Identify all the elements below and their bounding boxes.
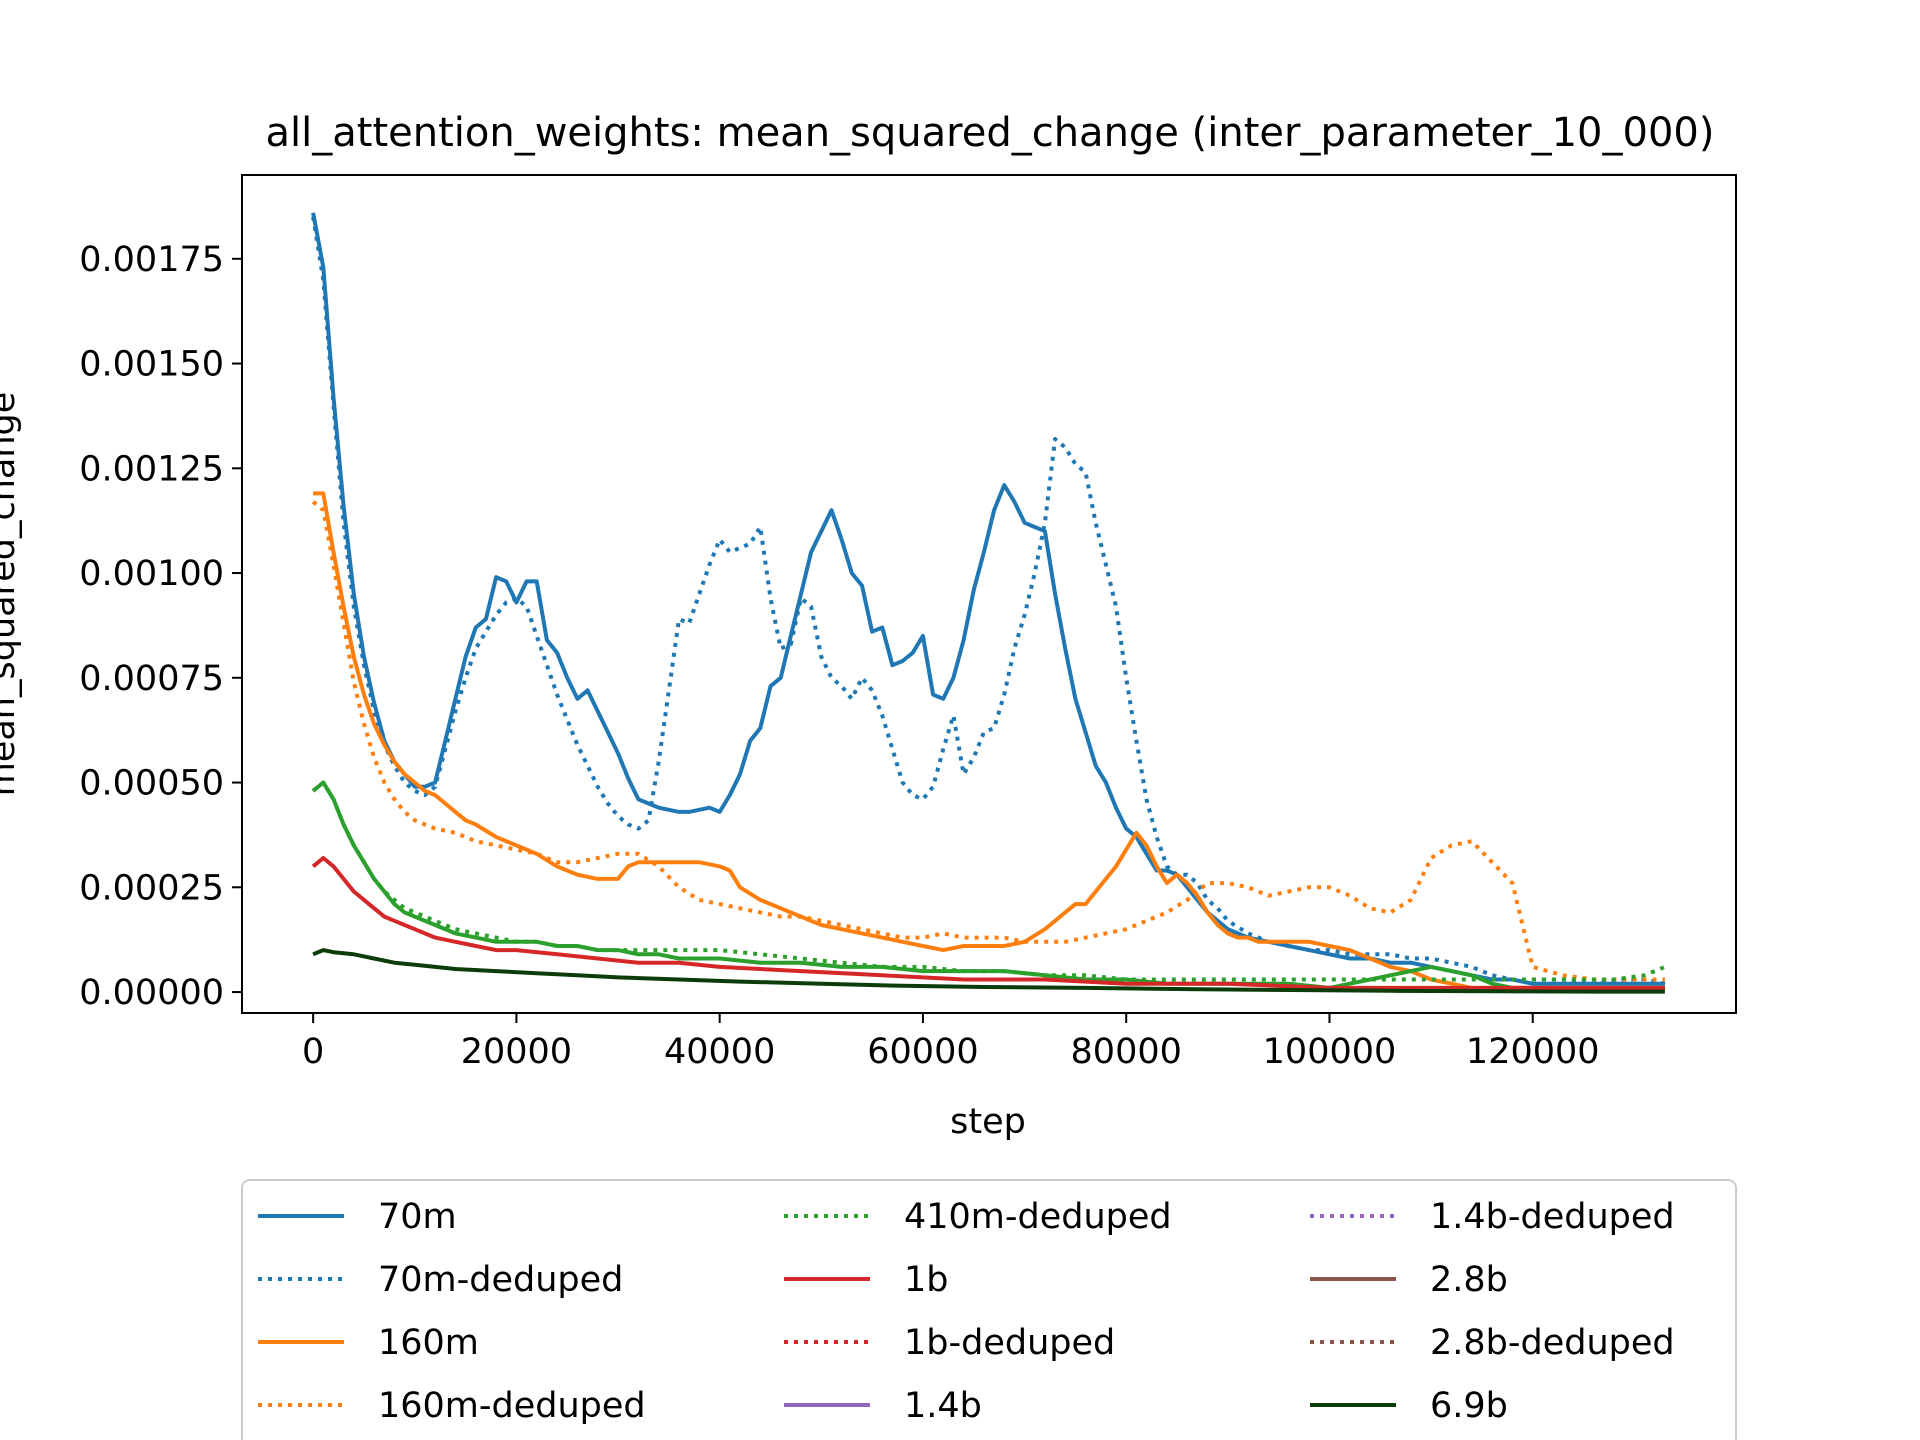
x-tick-label: 80000 xyxy=(1071,1032,1182,1072)
series-line-160m xyxy=(313,491,1665,990)
legend-label-2.8b-deduped: 2.8b-deduped xyxy=(1430,1323,1675,1363)
plot-area xyxy=(311,212,1666,994)
series-line-160m-deduped xyxy=(311,500,1665,982)
y-tick-label: 0.00100 xyxy=(79,554,224,594)
series-line-70m-deduped xyxy=(311,216,1666,986)
x-tick-label: 120000 xyxy=(1466,1032,1600,1072)
y-tick-label: 0.00125 xyxy=(79,449,224,489)
series-line-6.9b xyxy=(312,948,1665,994)
y-tick-label: 0.00025 xyxy=(79,868,224,908)
legend-label-1.4b-deduped: 1.4b-deduped xyxy=(1430,1197,1675,1237)
legend-label-1b-deduped: 1b-deduped xyxy=(904,1323,1115,1363)
chart-title: all_attention_weights: mean_squared_chan… xyxy=(266,110,1715,156)
x-tick-label: 60000 xyxy=(867,1032,978,1072)
legend-label-1.4b: 1.4b xyxy=(904,1386,982,1426)
x-tick-label: 40000 xyxy=(664,1032,775,1072)
series-line-410m-deduped xyxy=(311,780,1666,982)
y-tick-label: 0.00075 xyxy=(79,659,224,699)
y-tick-label: 0.00175 xyxy=(79,240,224,280)
legend-label-410m-deduped: 410m-deduped xyxy=(904,1197,1172,1237)
x-tick-label: 100000 xyxy=(1263,1032,1397,1072)
legend: 70m 70m-deduped 160m 160m-deduped 410m-dedup… xyxy=(241,1179,1737,1440)
y-tick-label: 0.00050 xyxy=(79,764,224,804)
legend-label-2.8b: 2.8b xyxy=(1430,1260,1508,1300)
y-tick-label: 0.00150 xyxy=(79,345,224,385)
y-tick-label: 0.00000 xyxy=(79,973,224,1013)
y-axis-label: mean_squared_change xyxy=(0,392,23,797)
plot-frame xyxy=(241,174,1737,1014)
legend-label-1b: 1b xyxy=(904,1260,949,1300)
x-tick-label: 0 xyxy=(302,1032,324,1072)
y-axis: 0.00000 0.00025 0.00050 0.00075 0.00100 0.001… xyxy=(79,240,242,1013)
legend-label-6.9b: 6.9b xyxy=(1430,1386,1508,1426)
legend-label-160m-deduped: 160m-deduped xyxy=(378,1386,646,1426)
series-line-1b xyxy=(311,856,1665,990)
x-axis: 0 20000 40000 60000 80000 100000 120000 xyxy=(302,1013,1600,1072)
x-axis-label: step xyxy=(950,1102,1026,1142)
series-line-410m xyxy=(311,780,1665,990)
legend-label-160m: 160m xyxy=(378,1323,479,1363)
legend-label-70m-deduped: 70m-deduped xyxy=(378,1260,623,1300)
x-tick-label: 20000 xyxy=(461,1032,572,1072)
legend-frame xyxy=(241,1179,1737,1440)
legend-label-70m: 70m xyxy=(378,1197,457,1237)
